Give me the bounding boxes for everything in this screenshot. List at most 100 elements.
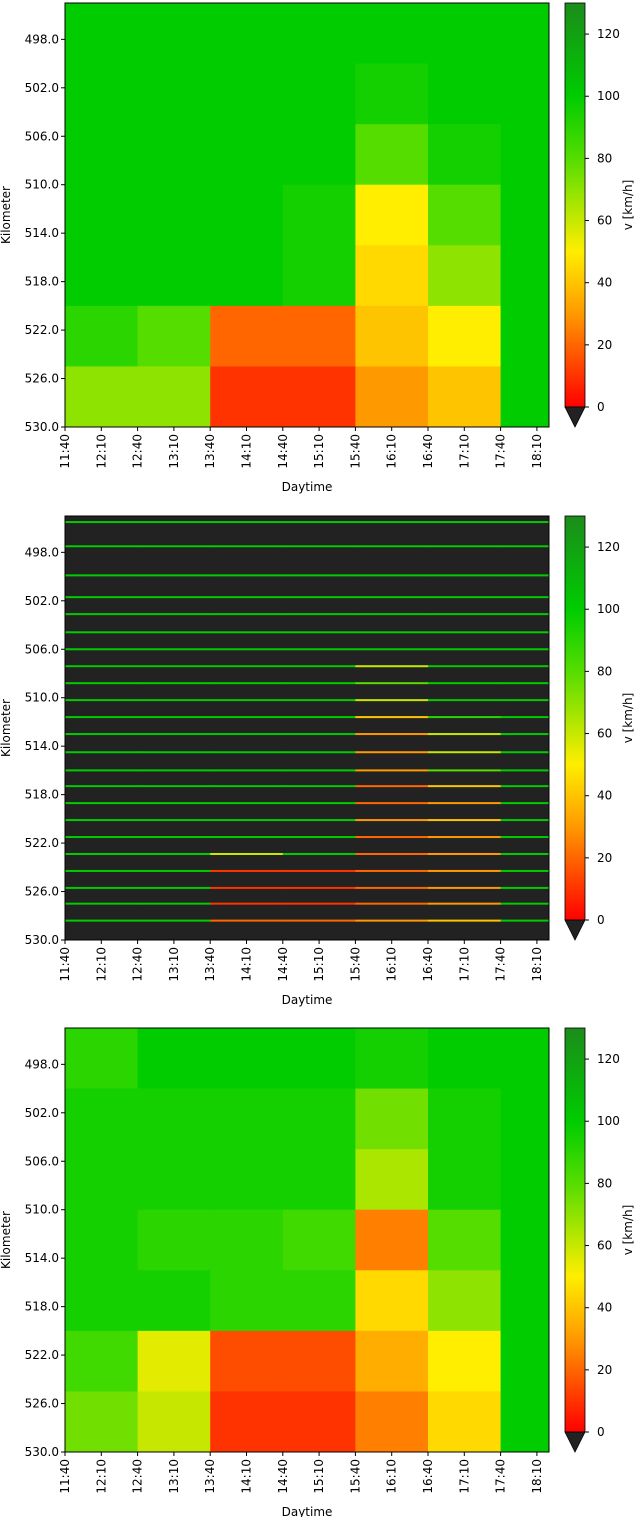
y-tick-label: 498.0 — [25, 32, 59, 46]
x-tick-label: 17:40 — [494, 947, 508, 982]
colorbar-tick-label: 60 — [597, 214, 612, 228]
heatmap-cell — [500, 3, 550, 65]
detector-segment — [282, 902, 356, 905]
detector-segment — [500, 886, 550, 889]
colorbar — [564, 2, 586, 408]
heatmap-cell — [282, 63, 356, 125]
x-tick-label: 12:10 — [94, 947, 108, 982]
detector-segment — [210, 699, 284, 702]
x-tick-label: 17:10 — [457, 434, 471, 469]
heatmap-cell — [65, 366, 139, 428]
heatmap-cell — [355, 366, 429, 428]
x-axis-label: Daytime — [282, 480, 333, 494]
detector-segment — [65, 613, 139, 616]
detector-segment — [282, 751, 356, 754]
plot-frame — [64, 1027, 550, 1453]
detector-segment — [137, 665, 211, 668]
detector-segment — [355, 682, 429, 685]
heatmap-cell — [428, 184, 502, 246]
detector-segment — [282, 819, 356, 822]
heatmap-cell — [137, 63, 211, 125]
detector-segment — [428, 665, 502, 668]
colorbar-tick-label: 40 — [597, 1301, 612, 1315]
heatmap-cell — [65, 3, 139, 65]
detector-segment — [210, 802, 284, 805]
colorbar-tick-label: 80 — [597, 151, 612, 165]
detector-segment — [210, 869, 284, 872]
colorbar-tick-label: 120 — [597, 540, 620, 554]
y-tick-label: 498.0 — [25, 545, 59, 559]
colorbar-extend — [564, 919, 586, 941]
detector-segment — [65, 769, 139, 772]
heatmap-cell — [500, 1391, 550, 1453]
heatmap-cell — [65, 124, 139, 186]
detector-segment — [137, 852, 211, 855]
y-tick-label: 514.0 — [25, 1251, 59, 1265]
x-tick-label: 16:40 — [421, 1459, 435, 1494]
detector-segment — [428, 521, 502, 524]
x-tick-label: 12:40 — [131, 1459, 145, 1494]
heatmap-cell — [65, 1330, 139, 1392]
heatmap-cell — [500, 1088, 550, 1150]
heatmap-cell — [65, 63, 139, 125]
x-tick-label: 14:10 — [240, 434, 254, 469]
detector-segment — [428, 733, 502, 736]
detector-segment — [65, 716, 139, 719]
y-tick-label: 526.0 — [25, 1397, 59, 1411]
colorbar-extend — [564, 1431, 586, 1453]
heatmap-cell — [282, 305, 356, 367]
heatmap-cell — [428, 1391, 502, 1453]
colorbar-tick-label: 120 — [597, 27, 620, 41]
detector-segment — [355, 785, 429, 788]
x-axis-label: Daytime — [282, 993, 333, 1007]
detector-segment — [137, 716, 211, 719]
heatmap-cell — [137, 245, 211, 307]
heatmap-cell — [500, 245, 550, 307]
heatmap-cell — [500, 1330, 550, 1392]
detector-segment — [500, 545, 550, 548]
detector-segment — [65, 631, 139, 634]
detector-segment — [137, 919, 211, 922]
heatmap-cell — [282, 184, 356, 246]
y-tick-label: 514.0 — [25, 226, 59, 240]
heatmap-cell — [137, 184, 211, 246]
x-tick-label: 15:10 — [312, 434, 326, 469]
x-axis-label: Daytime — [282, 1505, 333, 1517]
detector-segment — [500, 716, 550, 719]
detector-segment — [65, 665, 139, 668]
heatmap-cell — [428, 1149, 502, 1211]
detector-segment — [355, 886, 429, 889]
heatmap-cell — [428, 63, 502, 125]
panel: 498.0 502.0 506.0 510.0 514.0 518.0 522.0 526.0… — [0, 2, 635, 494]
heatmap-cell — [210, 124, 284, 186]
detector-segment — [428, 852, 502, 855]
colorbar-tick-label: 0 — [597, 913, 605, 927]
heatmap-cell — [210, 3, 284, 65]
detector-segment — [500, 699, 550, 702]
detector-segment — [210, 836, 284, 839]
heatmap-cell — [137, 1028, 211, 1090]
y-tick-label: 498.0 — [25, 1057, 59, 1071]
y-tick-label: 502.0 — [25, 1106, 59, 1120]
detector-segment — [428, 631, 502, 634]
detector-segment — [137, 574, 211, 577]
heatmap-cell — [65, 1270, 139, 1332]
detector-segment — [355, 919, 429, 922]
heatmap-cell — [428, 1330, 502, 1392]
detector-segment — [500, 574, 550, 577]
detector-segment — [355, 613, 429, 616]
heatmap-cell — [428, 1088, 502, 1150]
heatmap-cell — [355, 1270, 429, 1332]
heatmap-cell — [210, 1270, 284, 1332]
x-tick-label: 13:40 — [203, 1459, 217, 1494]
detector-segment — [282, 886, 356, 889]
detector-segment — [428, 648, 502, 651]
heatmap-cell — [500, 184, 550, 246]
heatmap-cell — [500, 1028, 550, 1090]
y-tick-label: 522.0 — [25, 836, 59, 850]
heatmap-cell — [355, 184, 429, 246]
detector-segment — [355, 733, 429, 736]
detector-segment — [137, 648, 211, 651]
detector-segment — [428, 545, 502, 548]
heatmap-cell — [500, 305, 550, 367]
